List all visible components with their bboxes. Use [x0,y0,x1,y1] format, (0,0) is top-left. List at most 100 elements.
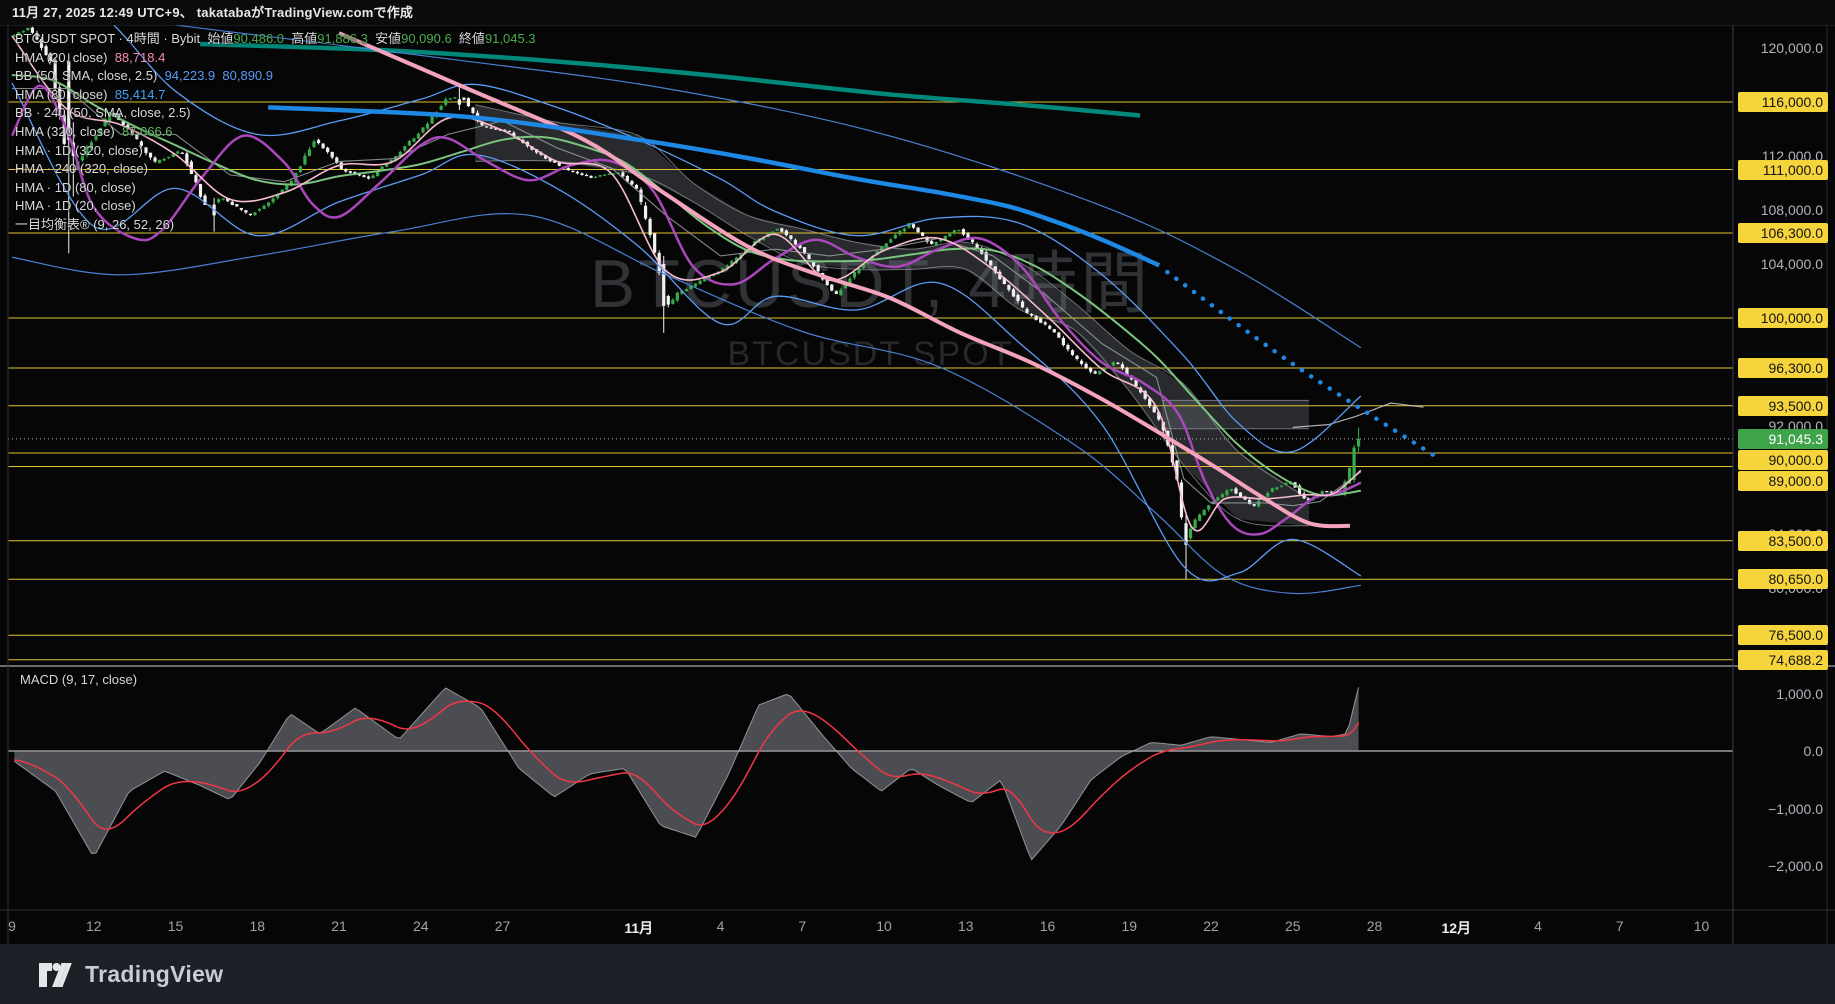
macd-tick-label: −1,000.0 [1768,800,1823,817]
legend-row-hma-320[interactable]: HMA (320, close) 87,066.6 [15,123,536,142]
price-level-badge: 116,000.0 [1738,92,1828,112]
legend-row-ichimoku[interactable]: 一目均衡表® (9, 26, 52, 26) [15,216,536,235]
legend-row-bb-240[interactable]: BB · 240 (50, SMA, close, 2.5) [15,104,536,123]
legend-text: BB (50, SMA, close, 2.5) [15,68,165,84]
price-level-badge: 93,500.0 [1738,395,1828,416]
bb-240-lower-band [11,213,1361,595]
legend-text: 一目均衡表® (9, 26, 52, 26) [15,216,175,232]
bb-50-lower-band [11,82,1362,582]
legend-text: 高値 [284,31,318,46]
legend-row-hma-240-320[interactable]: HMA · 240 (320, close) [15,160,536,179]
legend-text: HMA · 1D (20, close) [15,198,136,214]
time-label-day: 25 [1284,918,1301,934]
legend-text: HMA (20, close) [15,49,115,65]
time-label-day: 4 [716,918,725,934]
macd-tick-label: 0.0 [1803,743,1823,759]
bb-240-upper-band [11,4,1362,349]
legend-text: HMA (80, close) [15,86,115,102]
time-label-day: 15 [167,918,184,934]
price-level-badge: 111,000.0 [1738,159,1828,180]
last-price-badge: 91,045.3 [1738,428,1828,449]
time-axis[interactable]: 9 12 15 18 21 24 27 11月 4 7 10 13 16 19 22 25 28 12月 4 7 10 [0,910,1835,945]
hma-20-line [11,35,1362,532]
price-level-badge: 89,000.0 [1738,470,1828,491]
time-label-day: 12 [85,918,102,934]
indicator-legend: BTCUSDT SPOT · 4時間 · Bybit 始値90,486.0 高値… [15,30,536,235]
legend-text: 90,090.6 [401,31,452,46]
hma-1d-80-projection [1165,269,1437,458]
legend-text: 終値 [451,31,485,46]
legend-text: 88,718.4 [114,49,166,65]
time-label-day: 22 [1203,918,1219,934]
legend-text: BTCUSDT SPOT · 4時間 · Bybit [15,31,208,46]
price-tick-label: 120,000.0 [1760,40,1823,56]
legend-row-symbol-ohlc[interactable]: BTCUSDT SPOT · 4時間 · Bybit 始値90,486.0 高値… [15,30,536,49]
legend-row-hma-1d-80[interactable]: HMA · 1D (80, close) [15,179,536,198]
price-tick-label: 108,000.0 [1760,202,1823,218]
price-level-badge: 83,500.0 [1738,530,1828,551]
legend-text: HMA · 240 (320, close) [15,161,148,177]
time-label-day: 9 [8,918,16,934]
bb-50-upper-band [11,4,1362,454]
legend-text: 91,045.3 [484,31,536,46]
footer-bar: TradingView [0,945,1835,1004]
price-axis[interactable]: 120,000.0 112,000.0 108,000.0 104,000.0 92,0… [1734,25,1835,945]
time-label-day: 28 [1366,918,1383,934]
time-label-day: 18 [249,918,266,934]
hma-320-line [11,74,1362,497]
legend-text: 87,066.6 [121,123,173,139]
legend-text: 85,414.7 [114,86,166,102]
legend-text: 94,223.9 [164,68,223,84]
time-label-day: 16 [1039,918,1056,934]
macd-tick-label: 1,000.0 [1776,685,1823,702]
creation-caption-bar: 11月 27, 2025 12:49 UTC+9、 takatabaがTradi… [0,0,1835,25]
legend-row-hma-1d-20[interactable]: HMA · 1D (20, close) [15,197,536,216]
time-label-day: 21 [331,918,347,934]
macd-tick-label: −2,000.0 [1768,858,1823,874]
legend-text: 90,486.0 [233,31,285,46]
time-label-day: 13 [957,918,974,934]
ichimoku-cloud [1161,400,1310,429]
price-level-badge: 96,300.0 [1738,357,1828,378]
macd-legend[interactable]: MACD (9, 17, close) [20,672,138,687]
legend-row-hma-20[interactable]: HMA (20, close) 88,718.4 [15,49,536,68]
creation-caption: 11月 27, 2025 12:49 UTC+9、 takatabaがTradi… [12,5,414,20]
legend-text: 安値 [367,31,402,46]
legend-text: HMA (320, close) [15,123,122,139]
time-label-day: 7 [798,918,807,934]
time-label-day: 19 [1121,918,1138,934]
hma-1d-80-line [268,105,1161,268]
legend-text: BB · 240 (50, SMA, close, 2.5) [15,105,191,121]
time-label-day: 24 [412,918,429,934]
macd-line [13,687,1360,861]
legend-text: 80,890.9 [222,68,273,84]
legend-row-hma-80[interactable]: HMA (80, close) 85,414.7 [15,86,536,105]
tradingview-logo[interactable] [38,962,72,988]
time-label-day: 27 [494,918,511,934]
ichimoku-line [1292,402,1424,428]
time-label-month: 11月 [624,920,654,936]
price-level-badge: 100,000.0 [1738,308,1828,328]
legend-text: 始値 [207,31,234,46]
legend-row-bb-50[interactable]: BB (50, SMA, close, 2.5) 94,223.9 80,890… [15,67,536,86]
hma-1d-320-line [199,41,1141,118]
time-label-month: 12月 [1441,920,1472,936]
brand-name[interactable]: TradingView [85,961,224,987]
hma-1d-20-line [338,31,1351,529]
legend-row-hma-1d-320[interactable]: HMA · 1D (320, close) [15,142,536,161]
price-level-badge: 74,688.2 [1738,649,1828,670]
ichimoku-cloud [475,104,1310,526]
time-label-day: 10 [1693,918,1710,934]
time-label-day: 7 [1615,918,1624,934]
time-label-day: 4 [1534,918,1542,934]
time-label-day: 10 [876,918,892,934]
macd-signal-line [14,700,1360,834]
price-tick-label: 104,000.0 [1760,256,1823,272]
macd-area [14,687,1359,860]
price-level-badge: 90,000.0 [1738,449,1828,470]
price-level-badge: 76,500.0 [1738,625,1828,646]
legend-text: 91,886.3 [317,31,368,46]
legend-text: HMA · 1D (80, close) [15,179,136,195]
